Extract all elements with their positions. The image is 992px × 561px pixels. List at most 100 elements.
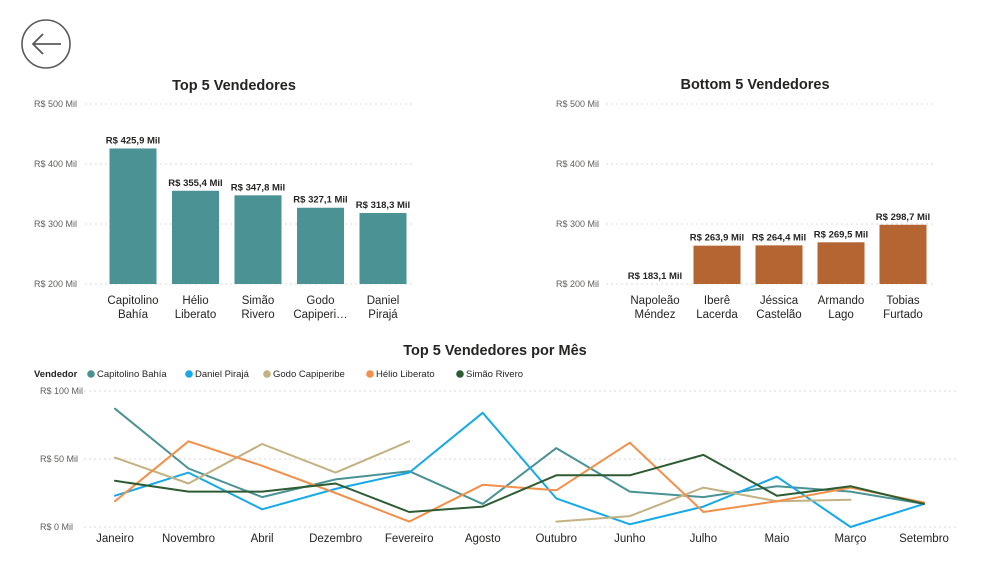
y-tick-label: R$ 300 Mil <box>556 219 599 229</box>
line-chart-series <box>114 407 925 528</box>
y-tick-label: R$ 200 Mil <box>34 279 77 289</box>
top-5-chart-title: Top 5 Vendedores <box>172 78 296 94</box>
category-label-line: Pirajá <box>368 309 398 321</box>
category-label-line: Tobias <box>886 295 919 307</box>
bottom-5-bars: R$ 183,1 Mil Napoleão Méndez R$ 263,9 Mil Ib… <box>628 212 930 321</box>
category-label: Daniel Pirajá <box>367 295 400 321</box>
x-tick-label: Fevereiro <box>385 533 434 545</box>
category-label: Hélio Liberato <box>175 295 217 321</box>
category-label: Tobias Furtado <box>883 295 923 321</box>
bottom-5-y-axis: R$ 200 Mil R$ 300 Mil R$ 400 Mil R$ 500 Mil <box>556 99 936 289</box>
category-label-line: Rivero <box>241 309 274 321</box>
series-line <box>114 453 925 513</box>
bar <box>109 148 157 284</box>
legend-marker <box>263 370 271 378</box>
legend-title: Vendedor <box>34 369 78 380</box>
legend-entry: Hélio Liberato <box>376 369 435 380</box>
category-label-line: Armando <box>818 295 865 307</box>
category-label: Jéssica Castelão <box>756 295 801 321</box>
legend-entry: Daniel Pirajá <box>195 369 250 380</box>
category-label-line: Hélio <box>182 295 208 307</box>
legend-entry: Godo Capiperibe <box>273 369 345 380</box>
y-tick-label: R$ 400 Mil <box>556 159 599 169</box>
category-label-line: Napoleão <box>630 295 679 307</box>
category-label-line: Jéssica <box>760 295 799 307</box>
series-line <box>114 440 925 523</box>
category-label-line: Godo <box>306 295 334 307</box>
series-line <box>114 440 411 485</box>
category-label-line: Castelão <box>756 309 801 321</box>
category-label: Capitolino Bahía <box>107 295 158 321</box>
bar-data-label: R$ 269,5 Mil <box>814 229 868 240</box>
category-label: Godo Capiperi… <box>293 295 347 321</box>
bottom-5-sellers-chart: Bottom 5 Vendedores R$ 200 Mil R$ 300 Mil… <box>556 77 936 321</box>
x-tick-label: Junho <box>614 533 645 545</box>
line-chart-title: Top 5 Vendedores por Mês <box>403 343 586 359</box>
category-label: Napoleão Méndez <box>630 295 679 321</box>
line-chart-legend: Vendedor Capitolino Bahía Daniel Pirajá Go… <box>34 369 523 380</box>
category-label-line: Lacerda <box>696 309 738 321</box>
y-tick-label: R$ 400 Mil <box>34 159 77 169</box>
bar <box>693 245 741 284</box>
bar <box>297 207 344 284</box>
y-tick-label: R$ 100 Mil <box>40 386 83 396</box>
x-tick-label: Outubro <box>535 533 577 545</box>
top-5-bars: R$ 425,9 Mil Capitolino Bahía R$ 355,4 Mil H… <box>106 135 410 321</box>
category-label-line: Simão <box>242 295 275 307</box>
x-tick-label: Julho <box>690 533 718 545</box>
legend-entry: Capitolino Bahía <box>97 369 167 380</box>
bar <box>359 213 407 284</box>
legend-marker <box>185 370 193 378</box>
y-tick-label: R$ 0 Mil <box>40 522 73 532</box>
category-label: Iberê Lacerda <box>696 295 738 321</box>
bottom-5-chart-title: Bottom 5 Vendedores <box>680 77 829 93</box>
bar <box>879 224 927 284</box>
y-tick-label: R$ 500 Mil <box>556 99 599 109</box>
y-tick-label: R$ 200 Mil <box>556 279 599 289</box>
line-chart-y-axis: R$ 0 Mil R$ 50 Mil R$ 100 Mil <box>40 386 958 532</box>
x-tick-label: Maio <box>764 533 789 545</box>
bar-data-label: R$ 355,4 Mil <box>168 178 222 189</box>
bar-data-label: R$ 318,3 Mil <box>356 200 410 211</box>
bar-data-label: R$ 425,9 Mil <box>106 135 160 146</box>
category-label-line: Daniel <box>367 295 400 307</box>
arrow-left-icon <box>31 33 61 55</box>
x-tick-label: Março <box>834 533 866 545</box>
category-label: Simão Rivero <box>241 295 274 321</box>
series-line <box>114 411 925 528</box>
bar <box>817 242 865 284</box>
x-tick-label: Novembro <box>162 533 215 545</box>
x-tick-label: Setembro <box>899 533 949 545</box>
bar <box>172 190 219 284</box>
category-label: Armando Lago <box>818 295 865 321</box>
bar <box>755 245 803 284</box>
category-label-line: Iberê <box>704 295 730 307</box>
y-tick-label: R$ 300 Mil <box>34 219 77 229</box>
bar-data-label: R$ 263,9 Mil <box>690 233 744 244</box>
legend-entry: Simão Rivero <box>466 369 523 380</box>
legend-marker <box>87 370 95 378</box>
category-label-line: Méndez <box>635 309 676 321</box>
line-chart-x-axis: Janeiro Novembro Abril Dezembro Fevereiro Ago… <box>96 533 949 545</box>
x-tick-label: Abril <box>251 533 274 545</box>
y-tick-label: R$ 500 Mil <box>34 99 77 109</box>
y-tick-label: R$ 50 Mil <box>40 454 78 464</box>
back-button[interactable] <box>21 19 71 69</box>
category-label-line: Bahía <box>118 309 149 321</box>
top-5-by-month-chart: Top 5 Vendedores por Mês Vendedor Capito… <box>34 343 958 545</box>
bar-data-label: R$ 264,4 Mil <box>752 232 806 243</box>
bar-data-label: R$ 327,1 Mil <box>293 195 347 206</box>
top-5-y-axis: R$ 200 Mil R$ 300 Mil R$ 400 Mil R$ 500 Mil <box>34 99 415 289</box>
bar-data-label: R$ 298,7 Mil <box>876 212 930 223</box>
x-tick-label: Agosto <box>465 533 501 545</box>
bar-data-label: R$ 183,1 Mil <box>628 271 682 282</box>
category-label-line: Liberato <box>175 309 217 321</box>
series-line <box>555 486 852 523</box>
x-tick-label: Dezembro <box>309 533 362 545</box>
category-label-line: Capiperi… <box>293 309 347 321</box>
legend-marker <box>366 370 374 378</box>
legend-marker <box>456 370 464 378</box>
bar-data-label: R$ 347,8 Mil <box>231 182 285 193</box>
